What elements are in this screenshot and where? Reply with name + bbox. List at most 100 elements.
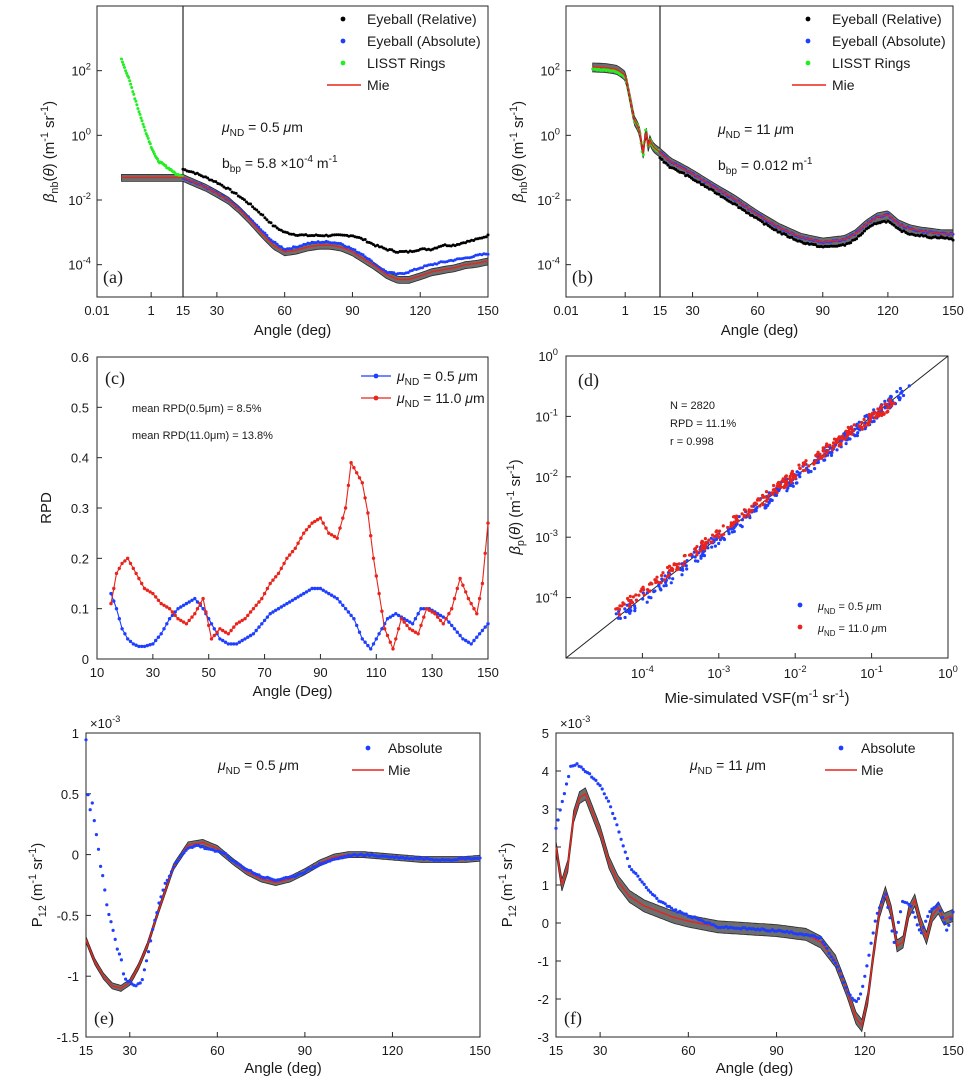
data-point (883, 402, 887, 406)
data-point (226, 854, 230, 859)
data-point (105, 903, 109, 907)
data-point (772, 483, 776, 488)
data-point (802, 461, 807, 465)
plot-frame (555, 732, 954, 1038)
legend-label: Eyeball (Relative) (832, 11, 942, 27)
data-point (778, 230, 782, 234)
data-point (304, 528, 309, 532)
data-point (361, 253, 365, 257)
data-point (137, 644, 141, 649)
x-tick-label: 90 (345, 303, 359, 318)
annotation-rpd: RPD = 11.1% (670, 418, 736, 430)
data-point (575, 762, 579, 766)
data-point (184, 848, 188, 852)
data-point (146, 136, 150, 140)
data-point (153, 918, 157, 922)
data-point (785, 479, 789, 483)
data-point (717, 192, 721, 196)
x-axis-label: Angle (Deg) (252, 683, 332, 700)
data-point (382, 268, 386, 272)
data-point (275, 226, 279, 230)
data-point (723, 196, 727, 200)
x-tick-label: 30 (210, 303, 224, 318)
data-point (637, 593, 641, 597)
y-tick-label: 10-3 (535, 528, 558, 545)
data-point (760, 220, 764, 224)
data-point (650, 582, 654, 586)
data-point (899, 391, 903, 395)
data-point (766, 497, 770, 501)
data-point (396, 613, 401, 618)
legend-swatch (340, 38, 346, 44)
data-point (109, 591, 113, 596)
data-point (894, 930, 898, 935)
data-point (697, 180, 701, 184)
data-point (279, 566, 283, 571)
data-point (869, 941, 873, 945)
data-point (829, 453, 834, 457)
data-point (413, 630, 418, 634)
data-point (226, 642, 230, 646)
data-point (288, 553, 292, 557)
data-point (594, 778, 598, 783)
data-point (133, 97, 137, 101)
data-point (660, 573, 664, 578)
data-point (859, 992, 863, 996)
data-point (907, 384, 911, 388)
data-point (822, 454, 826, 458)
x-tick-label: 15 (549, 1043, 563, 1058)
data-point (654, 578, 658, 583)
data-point (915, 923, 919, 927)
data-point (170, 610, 175, 614)
data-point (685, 567, 689, 571)
y-tick-label: 0 (542, 916, 549, 931)
data-point (184, 622, 189, 626)
data-point (159, 895, 163, 899)
x-tick-label: 10 (90, 665, 104, 680)
y-tick-label: 10-2 (68, 191, 91, 208)
data-point (883, 399, 887, 403)
data-point (117, 617, 122, 621)
data-point (124, 69, 128, 73)
data-point (315, 518, 320, 522)
y-tick-label: 1 (72, 726, 79, 741)
data-point (554, 826, 558, 830)
data-point (261, 213, 265, 217)
data-point (867, 953, 871, 957)
data-point (885, 402, 890, 406)
data-point (761, 503, 765, 507)
data-point (700, 546, 704, 550)
data-point (861, 984, 865, 989)
data-point (633, 604, 637, 608)
data-point (165, 878, 169, 883)
data-point (558, 808, 562, 812)
data-point (238, 863, 242, 867)
legend-swatch (805, 16, 811, 22)
data-point (862, 417, 866, 421)
data-point (826, 448, 830, 453)
data-point (156, 157, 159, 161)
data-point (255, 223, 259, 227)
data-point (237, 620, 242, 624)
data-point (788, 477, 792, 481)
data-point (746, 512, 750, 516)
data-point (670, 569, 675, 573)
data-point (452, 627, 457, 631)
data-point (436, 615, 440, 619)
data-point (377, 632, 381, 636)
data-point (338, 600, 342, 604)
data-point (128, 979, 132, 984)
data-point (452, 596, 457, 601)
data-point (265, 218, 269, 222)
data-point (405, 618, 409, 623)
data-point (681, 563, 686, 567)
data-point (259, 228, 263, 232)
data-point (769, 498, 773, 502)
data-point (855, 434, 860, 438)
data-point (851, 428, 855, 432)
data-point (327, 591, 331, 596)
data-point (660, 158, 664, 161)
data-point (722, 537, 727, 542)
data-point (816, 456, 821, 460)
data-point (821, 446, 825, 450)
